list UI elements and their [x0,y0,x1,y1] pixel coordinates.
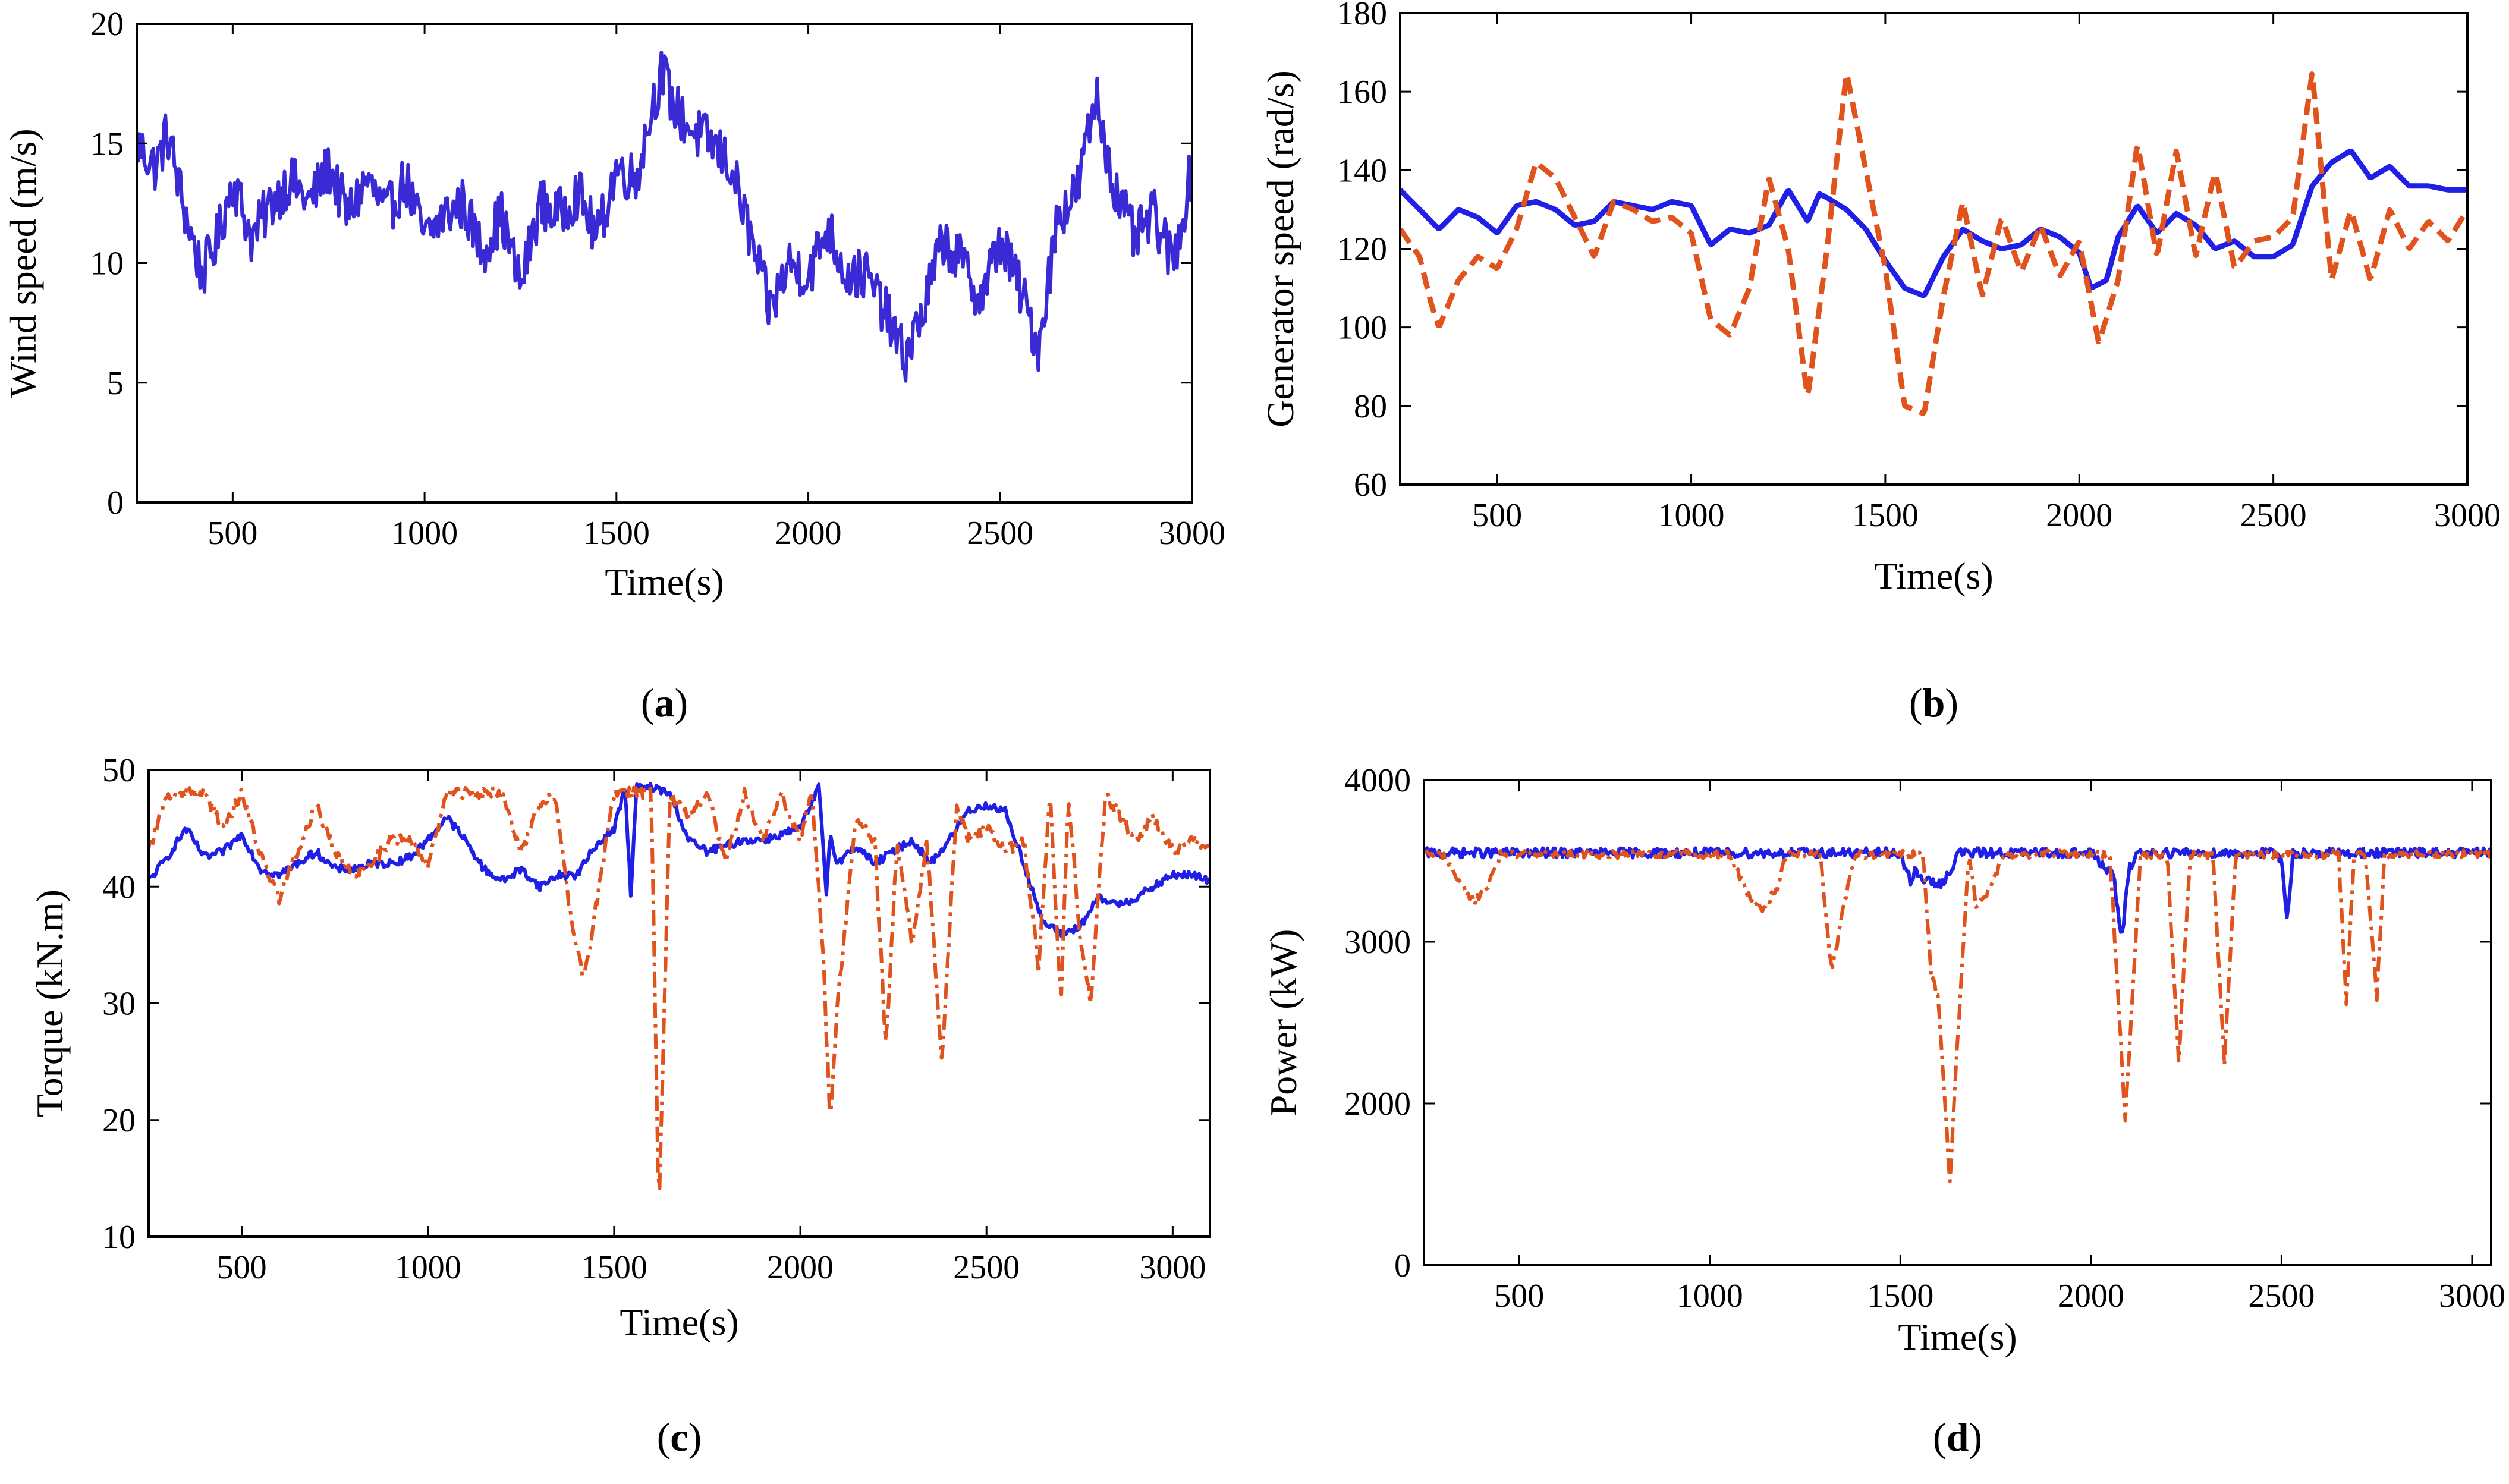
x-tick-label: 1500 [581,1249,647,1286]
x-tick-label: 1500 [1852,497,1919,534]
x-axis-label: Time(s) [1874,555,1993,597]
x-tick-label: 1000 [1677,1278,1743,1315]
panel-label: (c) [657,1414,702,1460]
y-tick-label: 3000 [1344,924,1411,961]
x-tick-label: 3000 [2439,1278,2505,1315]
x-tick-label: 1000 [391,515,458,552]
panel-label: (b) [1909,680,1958,725]
x-tick-label: 500 [1472,497,1522,534]
x-tick-label: 2000 [2046,497,2112,534]
series-group [1424,846,2491,1183]
y-tick-label: 5 [107,365,124,402]
series-group [149,782,1210,1190]
y-tick-label: 120 [1337,231,1387,268]
x-tick-label: 3000 [1159,515,1225,552]
series-line-0 [1424,846,2491,934]
y-tick-label: 10 [90,246,124,282]
panel-a: 500 1000 1500 2000 2500 3000 0 5 10 15 20 Time(s) Wi… [2,6,1225,725]
x-tick-label: 2500 [967,515,1033,552]
series-line-1 [1424,848,2491,1183]
y-tick-label: 15 [90,125,124,162]
y-axis-label: Generator speed (rad/s) [1259,70,1301,427]
y-tick-label: 20 [102,1102,136,1139]
plot-frame [1399,12,2469,486]
x-tick-label: 500 [207,515,257,552]
x-tick-label: 1500 [1867,1278,1933,1315]
y-tick-label: 4000 [1344,762,1411,799]
x-axis-label: Time(s) [620,1301,738,1343]
x-tick-label: 3000 [1139,1249,1206,1286]
x-axis-label: Time(s) [605,561,724,603]
y-tick-label: 2000 [1344,1086,1411,1123]
x-tick-label: 500 [1494,1278,1544,1315]
panel-label: (d) [1933,1414,1982,1460]
y-tick-label: 10 [102,1219,136,1256]
y-tick-label: 80 [1354,388,1387,425]
y-tick-label: 20 [90,6,124,43]
x-tick-label: 1000 [395,1249,461,1286]
x-tick-label: 2000 [2058,1278,2124,1315]
series-line-1 [1400,71,2467,416]
series-line-1 [149,785,1210,1190]
series-line-0 [1400,148,2467,298]
series-group [1400,71,2467,416]
y-axis-label: Power (kW) [1262,929,1304,1117]
series-line-0 [137,51,1192,383]
x-tick-label: 3000 [2434,497,2501,534]
x-tick-label: 2500 [953,1249,1020,1286]
series-line-0 [149,782,1210,938]
x-tick-label: 2000 [775,515,842,552]
panel-c: 500 1000 1500 2000 2500 3000 10 20 30 40 50 Time(s)… [29,752,1211,1460]
panel-label: (a) [641,680,688,725]
x-tick-label: 500 [217,1249,267,1286]
y-tick-label: 100 [1337,310,1387,347]
plot-frame [136,23,1193,504]
x-axis-label: Time(s) [1898,1316,2017,1358]
y-tick-label: 0 [1394,1247,1411,1284]
y-tick-label: 180 [1337,0,1387,32]
x-tick-label: 2500 [2248,1278,2315,1315]
y-tick-label: 50 [102,752,136,789]
y-tick-label: 40 [102,869,136,906]
x-tick-label: 2000 [767,1249,834,1286]
y-tick-label: 140 [1337,152,1387,189]
panel-d: 500 1000 1500 2000 2500 3000 0 2000 3000 4000 Time… [1262,762,2505,1460]
plot-frame [1423,779,2492,1266]
y-axis-label: Torque (kN.m) [29,889,71,1117]
x-tick-label: 2500 [2240,497,2307,534]
y-tick-label: 160 [1337,74,1387,111]
x-tick-label: 1500 [583,515,650,552]
panel-b: 500 1000 1500 2000 2500 3000 60 80 100 120 140 160 1… [1259,0,2501,725]
series-group [137,51,1192,383]
y-tick-label: 60 [1354,467,1387,504]
y-axis-label: Wind speed (m/s) [2,128,44,397]
x-tick-label: 1000 [1658,497,1725,534]
y-tick-label: 0 [107,485,124,521]
y-tick-label: 30 [102,986,136,1023]
